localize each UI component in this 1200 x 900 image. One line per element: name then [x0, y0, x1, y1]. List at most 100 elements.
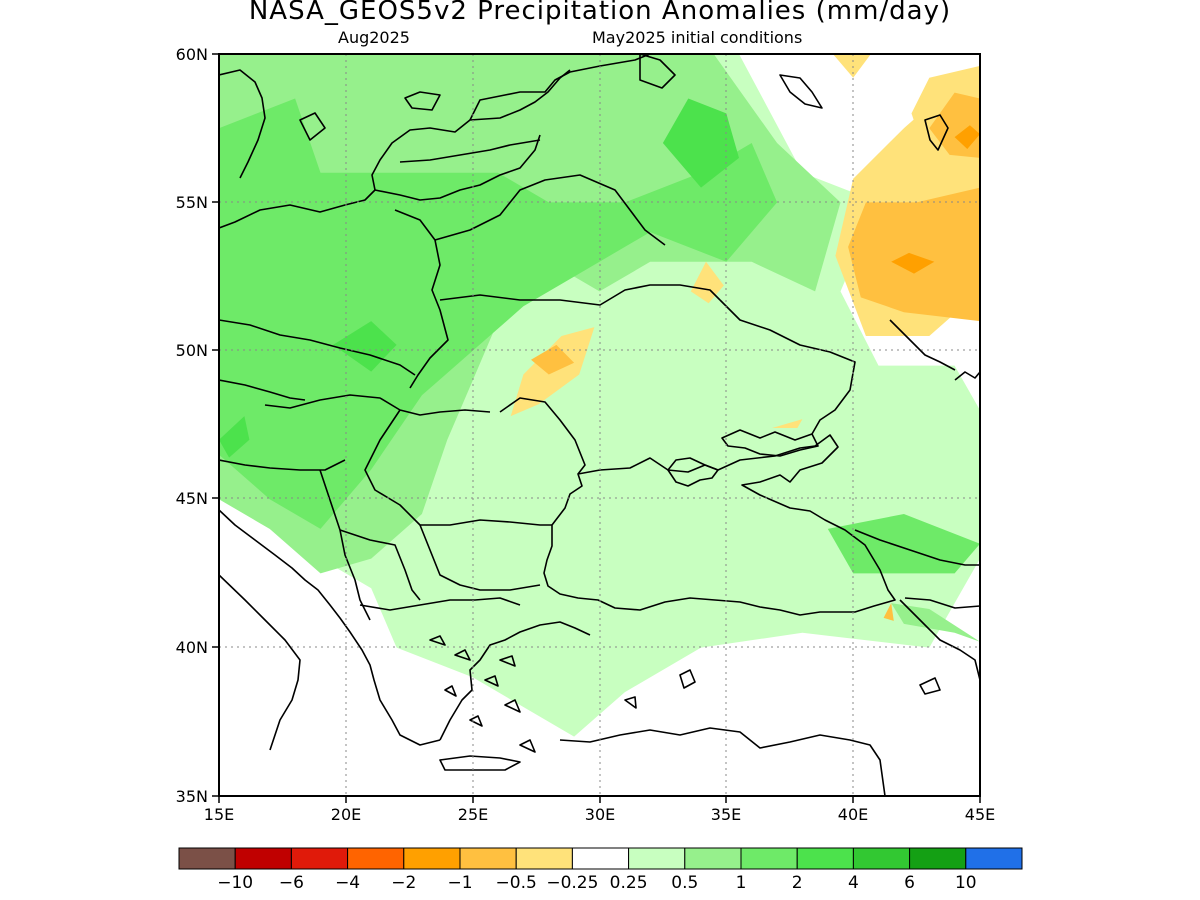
colorbar-label-13: 10	[955, 873, 977, 893]
small-lakes	[624, 669, 941, 709]
colorbar-swatch-6	[515, 847, 573, 870]
aegean-coast	[439, 621, 591, 741]
colorbar-swatch-4	[403, 847, 461, 870]
coastlines-borders	[219, 54, 980, 796]
anomaly-region-17	[772, 419, 803, 428]
lat-label-60n: 60N	[176, 45, 208, 64]
anomaly-region-19	[883, 603, 894, 621]
colorbar-label-3: −2	[391, 873, 416, 893]
border-hungary	[264, 394, 491, 416]
aegean-islands	[429, 635, 536, 753]
italy-coast	[219, 574, 301, 751]
caspian-sea-coast	[954, 371, 980, 381]
border-balkans	[319, 469, 371, 621]
border-bulgaria	[419, 524, 541, 591]
border-greece-north	[359, 597, 521, 611]
gridlines	[219, 54, 980, 796]
border-caucasus	[854, 529, 980, 566]
adriatic-coast	[219, 509, 441, 746]
border-turkey-east	[899, 599, 980, 681]
colorbar-label-9: 1	[736, 873, 747, 893]
lake-onega	[779, 74, 823, 109]
anomaly-region-6	[827, 514, 980, 574]
lon-label-15e: 15E	[204, 805, 234, 824]
colorbar-swatch-3	[347, 847, 405, 870]
colorbar-swatch-0	[178, 847, 236, 870]
lon-label-30e: 30E	[585, 805, 615, 824]
border-latvia-estonia	[399, 139, 541, 163]
lon-label-35e: 35E	[711, 805, 741, 824]
anomaly-region-16	[690, 261, 724, 304]
border-baltic-states	[374, 134, 541, 201]
colorbar-label-1: −6	[279, 873, 304, 893]
lon-label-45e: 45E	[965, 805, 995, 824]
colorbar-label-6: −0.25	[546, 873, 598, 893]
colorbar-label-8: 0.5	[671, 873, 698, 893]
colorbar-swatch-14	[965, 847, 1023, 870]
lat-label-55n: 55N	[176, 193, 208, 212]
lat-label-40n: 40N	[176, 638, 208, 657]
colorbar-swatch-11	[796, 847, 854, 870]
colorbar-swatch-5	[459, 847, 517, 870]
colorbar-swatch-12	[852, 847, 911, 870]
lake-ladoga	[639, 54, 676, 89]
border-serbia	[339, 529, 421, 601]
colorbar-label-2: −4	[335, 873, 360, 893]
border-ukraine-north	[439, 284, 721, 306]
anomaly-region-12	[891, 252, 935, 274]
lat-label-45n: 45N	[176, 489, 208, 508]
anomaly-region-2	[219, 98, 778, 529]
colorbar-label-5: −0.5	[496, 873, 537, 893]
border-russia-kazakhstan	[889, 319, 956, 371]
initial-conditions: May2025 initial conditions	[592, 28, 803, 47]
border-ukraine-east	[719, 299, 856, 435]
border-moldova	[499, 397, 586, 475]
colorbar-swatch-10	[740, 847, 798, 870]
colorbar-label-4: −1	[447, 873, 472, 893]
anatolia-south-coast	[559, 727, 886, 796]
scandinavia-coast	[219, 69, 266, 179]
colorbar: −10 −6 −4 −2 −1 −0.5 −0.25 0.25 0.5 1 2 4 6 10	[178, 847, 1023, 893]
rybinsk-reservoir	[924, 114, 949, 151]
colorbar-label-7: 0.25	[610, 873, 648, 893]
border-slovenia-croatia	[219, 459, 346, 471]
black-sea-coastline	[543, 434, 896, 616]
colorbar-swatch-9	[684, 847, 742, 870]
colorbar-label-0: −10	[217, 873, 253, 893]
colorbar-swatch-8	[628, 847, 686, 870]
anomaly-region-15	[531, 344, 575, 375]
forecast-month: Aug2025	[338, 28, 410, 47]
border-poland-east	[394, 209, 449, 389]
crimea-coastline	[667, 457, 719, 487]
anomaly-region-5	[219, 416, 250, 458]
chart-title: NASA_GEOS5v2 Precipitation Anomalies (mm…	[248, 0, 952, 26]
colorbar-label-10: 2	[792, 873, 803, 893]
anomaly-region-3	[662, 98, 739, 188]
lat-label-50n: 50N	[176, 341, 208, 360]
anomaly-region-18	[832, 54, 871, 78]
colorbar-swatch-13	[909, 847, 967, 870]
colorbar-swatch-2	[290, 847, 349, 870]
saaremaa	[404, 91, 441, 111]
lon-label-25e: 25E	[458, 805, 488, 824]
colorbar-swatch-7	[571, 847, 630, 870]
gotland	[299, 112, 326, 141]
sea-of-azov-coastline	[721, 429, 819, 457]
axis-ticks	[212, 53, 981, 803]
border-georgia	[904, 597, 980, 609]
crete	[439, 755, 521, 771]
baltic-coastline	[219, 69, 571, 229]
anomaly-region-13	[954, 125, 980, 149]
lat-label-35n: 35N	[176, 787, 208, 806]
colorbar-swatch-1	[234, 847, 292, 870]
colorbar-label-11: 4	[848, 873, 859, 893]
colorbar-label-12: 6	[904, 873, 915, 893]
border-czech-austria	[219, 379, 306, 401]
lon-label-40e: 40E	[838, 805, 868, 824]
gulf-of-finland-coast	[469, 54, 651, 121]
border-belarus-north	[434, 174, 666, 246]
border-poland-south	[219, 319, 416, 376]
lon-label-20e: 20E	[331, 805, 361, 824]
anomaly-region-9	[848, 187, 980, 322]
